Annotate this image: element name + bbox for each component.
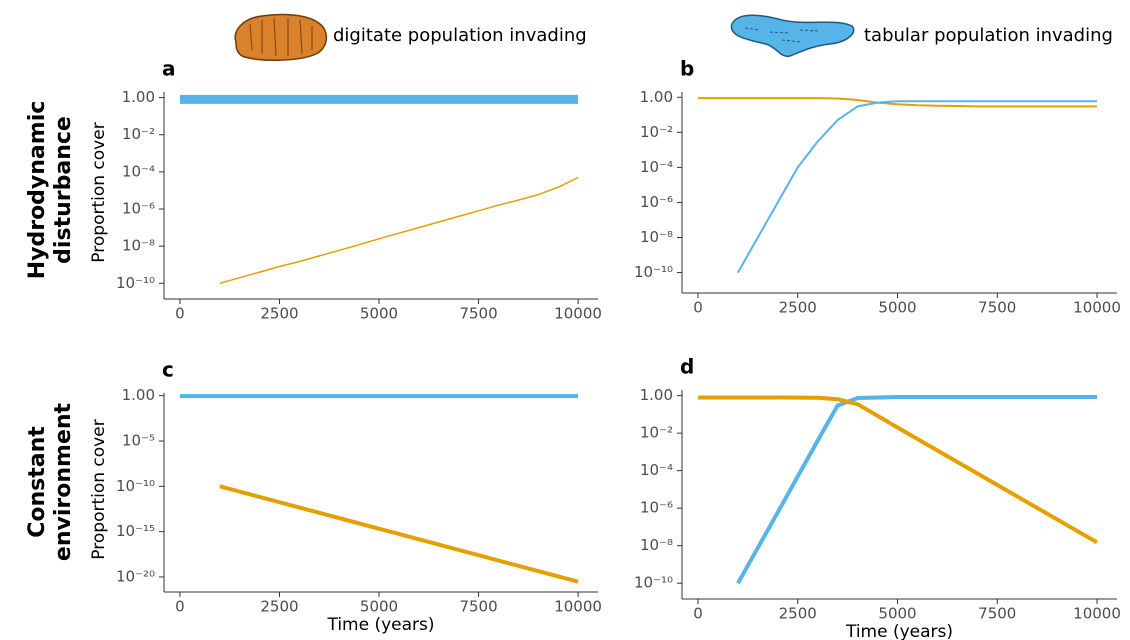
x-tick-label: 0 <box>693 605 703 623</box>
y-tick-label: 10⁻⁴ <box>640 158 673 176</box>
y-tick-label: 10⁻¹⁰ <box>116 274 155 292</box>
y-tick-label: 10⁻⁶ <box>640 193 673 211</box>
x-tick-label: 10000 <box>554 598 602 616</box>
y-axis-title-group: Proportion cover <box>89 419 109 559</box>
y-tick-label: 1.00 <box>122 386 155 404</box>
panel-label: d <box>680 355 694 379</box>
y-tick-label: 10⁻² <box>122 125 155 143</box>
tabular-icon <box>730 14 855 57</box>
row-label: Hydrodynamic disturbance <box>25 101 76 280</box>
row-label-line: disturbance <box>51 116 76 264</box>
x-tick-label: 2500 <box>779 299 817 317</box>
row-label-line: Hydrodynamic <box>25 101 50 280</box>
x-tick-label: 2500 <box>779 605 817 623</box>
series-line <box>736 395 1097 585</box>
series-line <box>698 395 1098 545</box>
y-tick-label: 10⁻⁶ <box>122 200 155 218</box>
x-tick-label: 0 <box>693 299 703 317</box>
y-tick-label: 10⁻⁵ <box>122 432 155 450</box>
panel-label: c <box>162 358 174 382</box>
y-tick-label: 10⁻² <box>640 424 673 442</box>
series-line <box>698 97 1097 108</box>
x-tick-label: 5000 <box>360 598 398 616</box>
series-line <box>737 100 1097 274</box>
x-tick-label: 0 <box>175 305 185 323</box>
x-tick-label: 5000 <box>878 605 916 623</box>
x-tick-label: 0 <box>175 598 185 616</box>
y-tick-label: 10⁻⁴ <box>640 461 673 479</box>
x-tick-label: 10000 <box>554 305 602 323</box>
y-tick-label: 10⁻¹⁰ <box>634 574 673 592</box>
digitate-icon <box>234 13 328 62</box>
x-tick-label: 2500 <box>260 305 298 323</box>
y-tick-label: 10⁻⁴ <box>122 162 155 180</box>
x-tick-label: 7500 <box>459 598 497 616</box>
y-tick-label: 10⁻⁸ <box>122 237 155 255</box>
x-tick-label: 7500 <box>978 605 1016 623</box>
panel-label: b <box>680 57 694 81</box>
y-axis-title-group: Proportion cover <box>89 122 109 262</box>
series-line <box>219 176 579 285</box>
x-tick-label: 7500 <box>978 299 1016 317</box>
y-tick-label: 10⁻⁶ <box>640 499 673 517</box>
y-tick-label: 1.00 <box>122 88 155 106</box>
row-label-line: environment <box>51 402 76 561</box>
y-axis-title: Proportion cover <box>89 419 109 559</box>
x-tick-label: 5000 <box>360 305 398 323</box>
series-line <box>219 484 579 584</box>
y-tick-label: 10⁻¹⁵ <box>116 522 155 540</box>
column-label: digitate population invading <box>333 25 587 46</box>
x-tick-label: 10000 <box>1073 605 1121 623</box>
row-label: Constant environment <box>25 402 76 561</box>
y-tick-label: 10⁻² <box>640 123 673 141</box>
row-label-line: Constant <box>25 426 50 538</box>
y-tick-label: 1.00 <box>640 88 673 106</box>
x-tick-label: 5000 <box>878 299 916 317</box>
y-tick-label: 10⁻⁸ <box>640 536 673 554</box>
column-label: tabular population invading <box>864 25 1113 46</box>
y-tick-label: 10⁻¹⁰ <box>116 477 155 495</box>
x-tick-label: 7500 <box>459 305 497 323</box>
y-tick-label: 1.00 <box>640 386 673 404</box>
x-axis-title: Time (years) <box>326 615 434 635</box>
y-tick-label: 10⁻²⁰ <box>116 567 155 585</box>
y-tick-label: 10⁻⁸ <box>640 228 673 246</box>
y-tick-label: 10⁻¹⁰ <box>634 263 673 281</box>
panel-label: a <box>162 57 176 81</box>
x-tick-label: 10000 <box>1073 299 1121 317</box>
y-axis-title: Proportion cover <box>89 122 109 262</box>
x-tick-label: 2500 <box>260 598 298 616</box>
x-axis-title: Time (years) <box>845 622 953 640</box>
